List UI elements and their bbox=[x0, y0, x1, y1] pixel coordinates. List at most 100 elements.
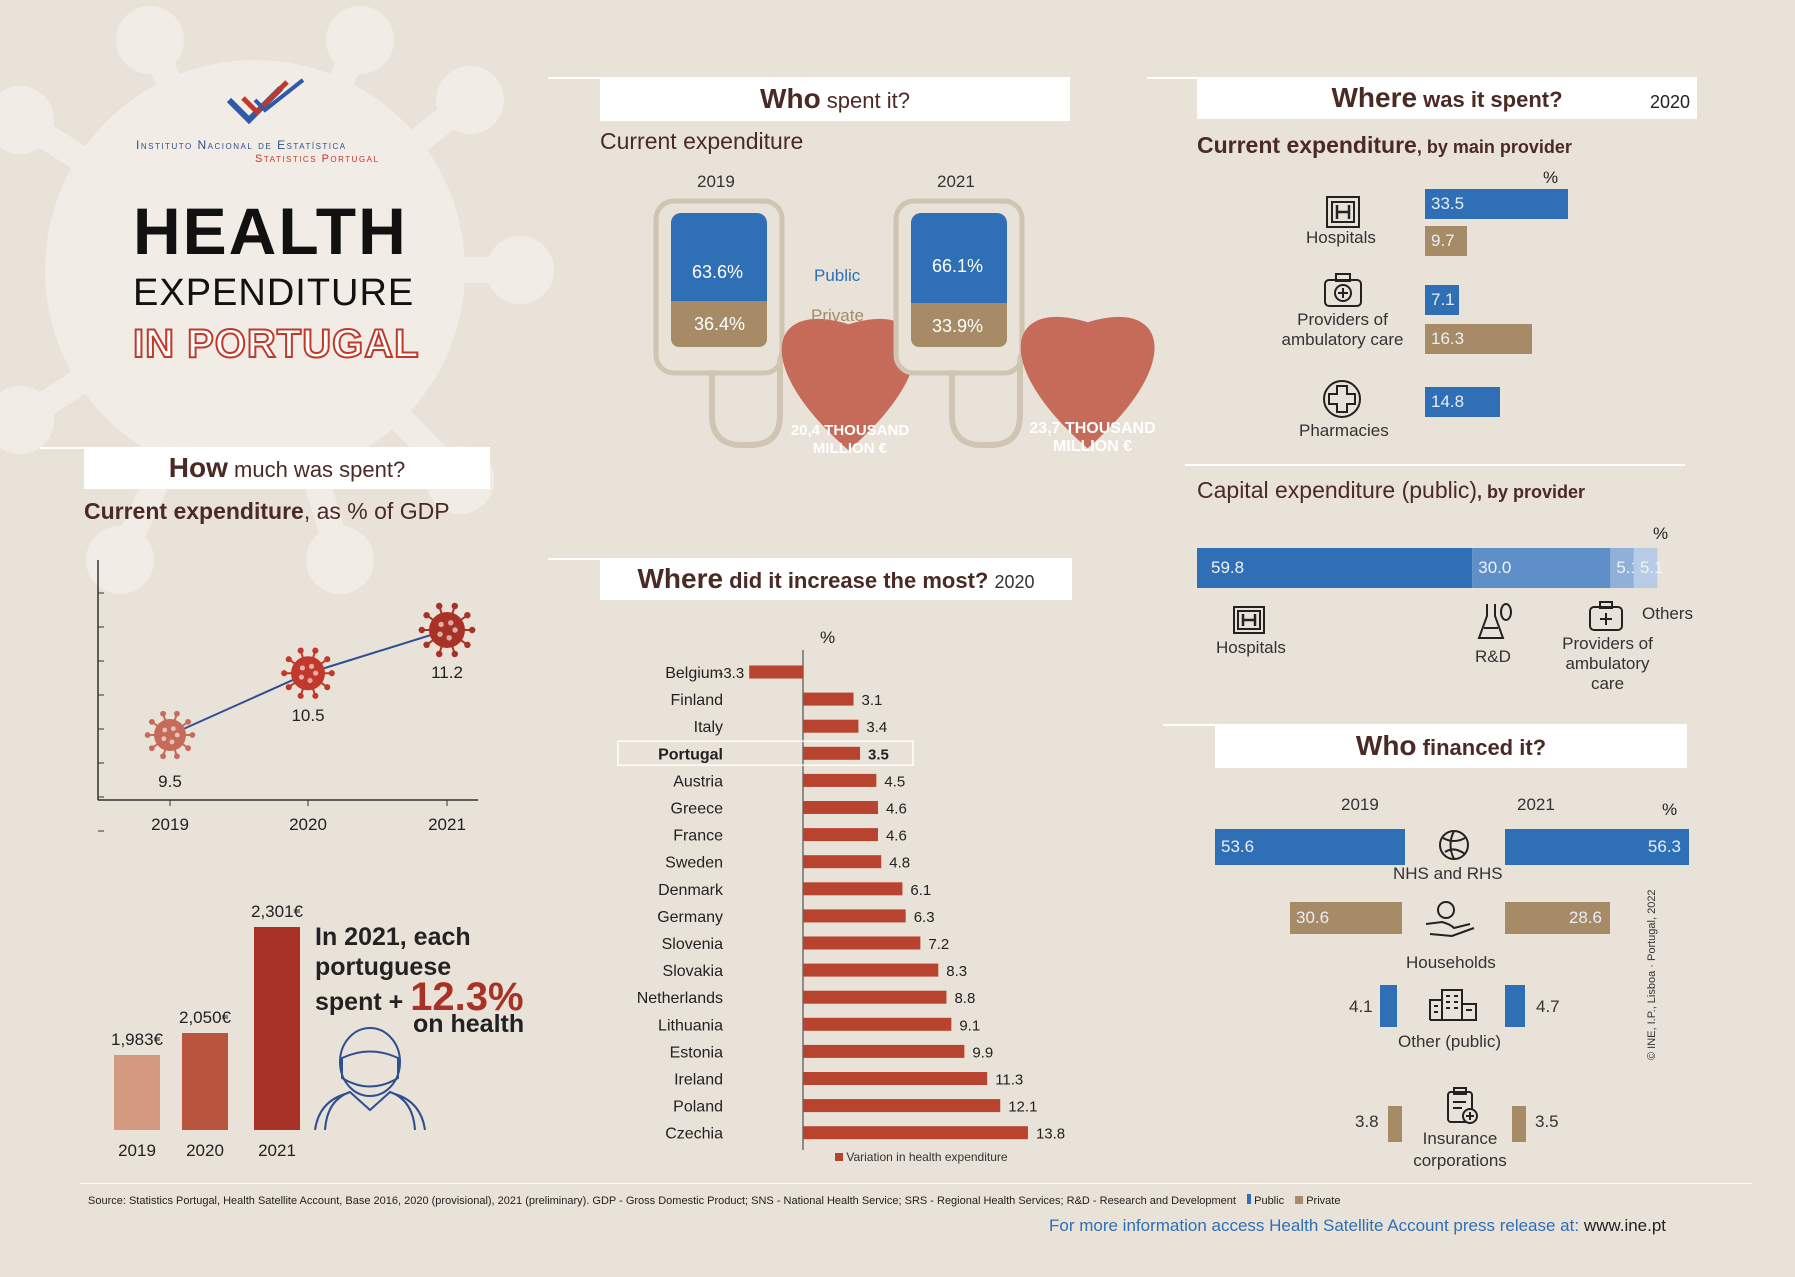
who-spent-subtitle: Current expenditure bbox=[600, 128, 804, 154]
capital-segment bbox=[1633, 548, 1658, 588]
increase-bar bbox=[803, 909, 906, 923]
provider-hospitals: Hospitals bbox=[1306, 228, 1376, 247]
increase-bar-chart: Belgium-3.3 Finland 3.1 Italy 3.4 Portugal 3.5… bbox=[617, 650, 1065, 1150]
iv-bags-chart bbox=[653, 198, 1155, 451]
how-much-title: How much was spent? bbox=[84, 447, 490, 489]
financed-other-public: Other (public) bbox=[1398, 1032, 1501, 1051]
provider-ambulatory: Providers of ambulatory care bbox=[1281, 310, 1404, 349]
logo-subname: Statistics Portugal bbox=[255, 153, 380, 165]
increase-value-label: 3.4 bbox=[866, 719, 887, 736]
other-public-2019-value: 4.1 bbox=[1349, 997, 1373, 1016]
country-label: Slovakia bbox=[663, 963, 724, 980]
ine-website-link[interactable]: www.ine.pt bbox=[1583, 1216, 1667, 1235]
legend-public: Public bbox=[814, 266, 861, 285]
increase-bar bbox=[803, 1099, 1001, 1113]
virus-background-icon bbox=[0, 6, 554, 594]
virus-point-icon bbox=[144, 710, 196, 760]
footer-source: Source: Statistics Portugal, Health Sate… bbox=[88, 1194, 1341, 1207]
financed-unit: % bbox=[1662, 800, 1678, 819]
copyright: © INE, I.P., Lisboa · Portugal, 2022 bbox=[1646, 889, 1658, 1060]
capital-value-label: 30.0 bbox=[1478, 558, 1511, 577]
country-label: Sweden bbox=[665, 855, 723, 872]
increase-value-label: 4.6 bbox=[886, 828, 907, 845]
country-label: Poland bbox=[673, 1099, 723, 1116]
capital-value-label: 59.8 bbox=[1211, 558, 1244, 577]
headline-line2: EXPENDITURE bbox=[133, 272, 415, 314]
increase-bar bbox=[803, 1126, 1028, 1140]
other-public-2021-value: 4.7 bbox=[1536, 997, 1560, 1016]
increase-bar bbox=[803, 1072, 988, 1085]
iv-bag-2019 bbox=[653, 198, 916, 451]
capital-ambulatory: Providers of ambulatory care bbox=[1562, 634, 1653, 693]
increase-value-label: 4.5 bbox=[884, 773, 905, 790]
financed-title: Who financed it? bbox=[1215, 724, 1687, 768]
ambulatory-private-bar: 16.3 bbox=[1425, 324, 1532, 354]
increase-bar bbox=[803, 882, 903, 896]
per-capita-bar-chart: 1,983€ 2019 2,050€ 2020 2,301€ 2021 bbox=[111, 902, 304, 1160]
globe-icon bbox=[1439, 830, 1469, 860]
increase-bar bbox=[803, 692, 854, 706]
insurance-2019-value: 3.8 bbox=[1355, 1112, 1379, 1131]
hospital-icon bbox=[1326, 196, 1360, 228]
other-public-2019-bar bbox=[1380, 985, 1397, 1027]
bag-2021-private: 33.9% bbox=[932, 316, 984, 336]
increase-bar bbox=[803, 828, 878, 842]
where-spent-unit: % bbox=[1543, 168, 1559, 187]
bag-2019-private: 36.4% bbox=[694, 314, 746, 334]
capital-unit: % bbox=[1653, 524, 1669, 543]
increase-unit: % bbox=[820, 628, 836, 647]
bag-2021-total: 23,7 THOUSAND MILLION € bbox=[1029, 420, 1156, 455]
health-worker-icon bbox=[314, 1027, 426, 1130]
per-capita-bar bbox=[254, 927, 300, 1130]
hospital-icon bbox=[1233, 606, 1265, 634]
increase-value-label: 6.3 bbox=[914, 909, 935, 926]
increase-value-label: 8.8 bbox=[954, 990, 975, 1007]
footer-divider bbox=[80, 1183, 1752, 1184]
per-capita-year-label: 2019 bbox=[118, 1141, 156, 1160]
ambulatory-care-icon bbox=[1324, 273, 1362, 307]
financed-nhs: NHS and RHS bbox=[1393, 864, 1503, 883]
increase-bar bbox=[803, 990, 947, 1004]
financed-insurance: Insurance corporations bbox=[1413, 1129, 1507, 1170]
gdp-line-chart: 9.5 2019 10.5 2020 11.2 2021 bbox=[97, 560, 478, 834]
pharmacies-bar: 14.8 bbox=[1425, 387, 1500, 417]
country-label: Estonia bbox=[670, 1044, 723, 1061]
capital-others: Others bbox=[1642, 604, 1694, 623]
per-capita-bar bbox=[114, 1055, 160, 1130]
increase-value-label: 8.3 bbox=[946, 963, 967, 980]
insurance-2021-bar bbox=[1512, 1106, 1526, 1142]
legend-private: Private bbox=[811, 306, 864, 325]
insurance-2021-value: 3.5 bbox=[1535, 1112, 1559, 1131]
country-label: Italy bbox=[694, 719, 723, 736]
ine-logo-icon bbox=[226, 78, 305, 125]
capital-hospitals: Hospitals bbox=[1216, 638, 1286, 657]
increase-value-label: 9.1 bbox=[959, 1017, 980, 1034]
increase-bar bbox=[803, 1044, 965, 1058]
x-tick-label: 2020 bbox=[289, 815, 327, 834]
ambulatory-public-bar: 7.1 bbox=[1425, 285, 1459, 315]
bag-year-2021: 2021 bbox=[937, 172, 975, 191]
lab-flask-icon bbox=[1477, 603, 1512, 639]
increase-value-label: 4.8 bbox=[889, 855, 910, 872]
per-capita-pct: 12.3% bbox=[410, 975, 524, 1019]
country-label: Slovenia bbox=[662, 936, 723, 953]
increase-legend: Variation in health expenditure bbox=[835, 1150, 1008, 1164]
hospitals-public-bar: 33.5 bbox=[1425, 189, 1568, 219]
financed-households: Households bbox=[1406, 953, 1496, 972]
per-capita-year-label: 2021 bbox=[258, 1141, 296, 1160]
insurance-document-icon bbox=[1447, 1087, 1478, 1124]
pharmacy-icon bbox=[1323, 380, 1361, 418]
increase-title: Where did it increase the most? 2020 bbox=[600, 558, 1072, 600]
country-label: Portugal bbox=[658, 746, 723, 763]
buildings-icon bbox=[1429, 989, 1477, 1021]
footer-more-info: For more information access Health Satel… bbox=[1049, 1216, 1667, 1235]
ambulatory-care-icon bbox=[1589, 601, 1623, 631]
per-capita-bar bbox=[182, 1033, 228, 1130]
increase-value-label: 7.2 bbox=[928, 936, 949, 953]
financed-year-left: 2019 bbox=[1341, 795, 1379, 814]
country-label: Lithuania bbox=[658, 1017, 723, 1034]
increase-value-label: 3.5 bbox=[868, 746, 889, 763]
country-label: Netherlands bbox=[637, 990, 723, 1007]
increase-value-label: 13.8 bbox=[1036, 1126, 1065, 1143]
